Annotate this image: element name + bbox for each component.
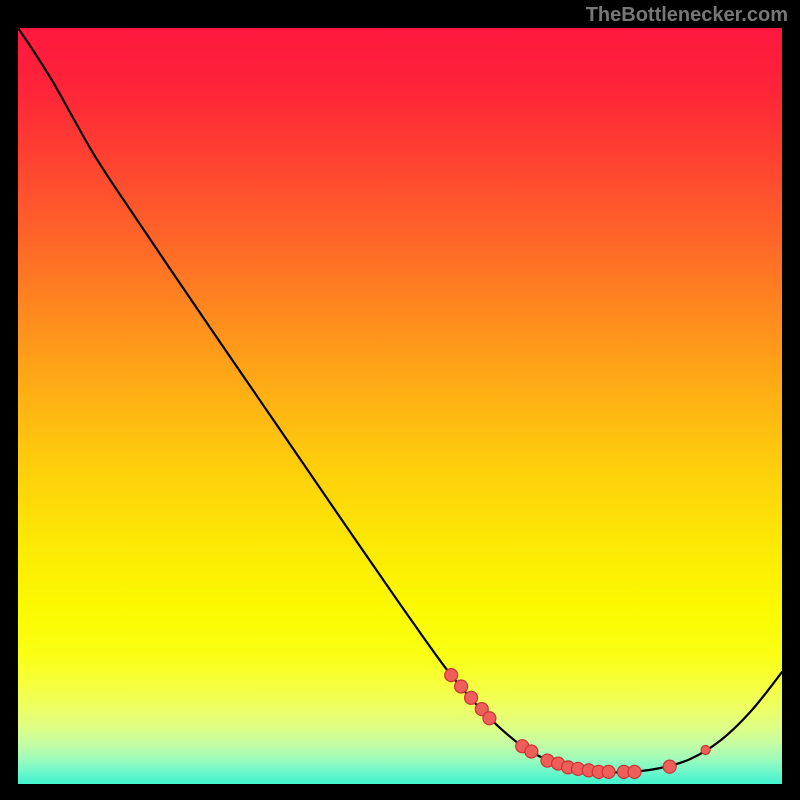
chart-curve-layer <box>18 28 782 784</box>
chart-marker <box>663 760 676 773</box>
chart-marker <box>525 745 538 758</box>
chart-marker <box>465 691 478 704</box>
chart-plot-area <box>18 28 782 784</box>
chart-marker <box>455 680 468 693</box>
chart-marker <box>483 712 496 725</box>
chart-marker <box>602 765 615 778</box>
chart-markers <box>445 669 710 779</box>
chart-marker <box>701 745 710 754</box>
watermark-text: TheBottlenecker.com <box>586 4 788 27</box>
chart-marker <box>445 669 458 682</box>
chart-curve <box>18 28 782 772</box>
chart-marker <box>628 765 641 778</box>
